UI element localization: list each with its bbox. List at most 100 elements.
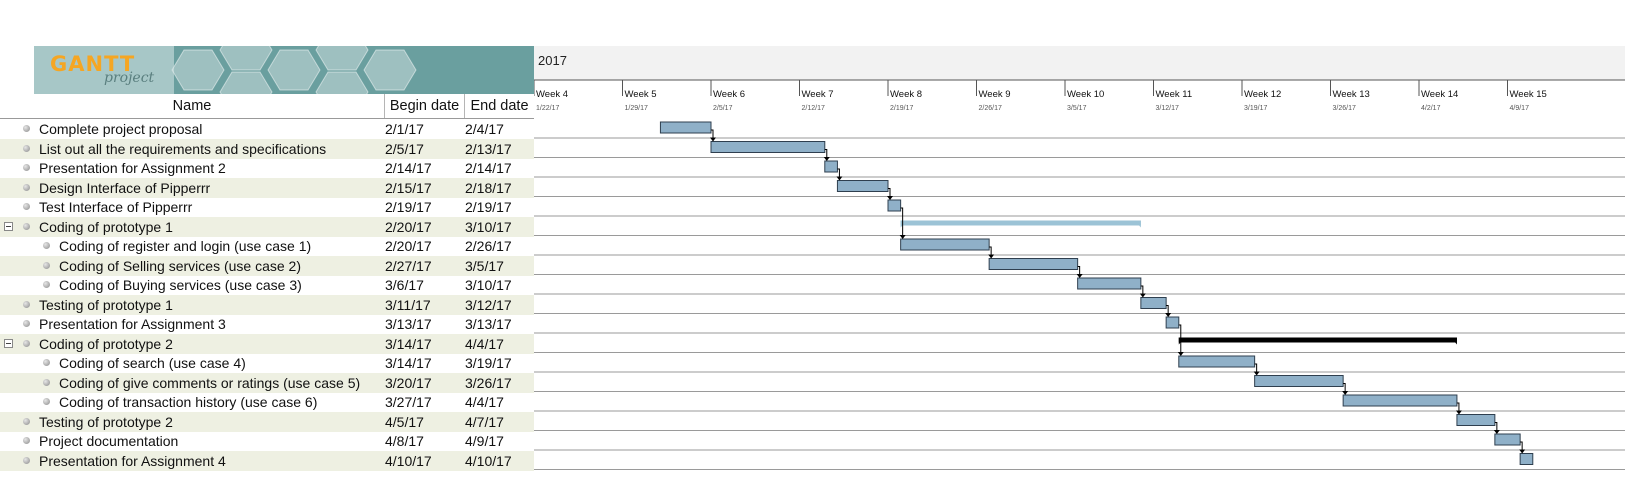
task-row[interactable]: Test Interface of Pipperrr 2/19/17 2/19/17 [0, 197, 534, 217]
week-label: Week 10 [1067, 89, 1104, 100]
dependency-arrowhead [1177, 352, 1184, 356]
dependency-arrowhead [1165, 313, 1172, 317]
task-bar [824, 160, 838, 173]
task-row[interactable]: Coding of prototype 2 3/14/17 4/4/17 [0, 333, 534, 354]
week-date-label: 3/19/17 [1244, 105, 1267, 112]
task-row[interactable]: Coding of Selling services (use case 2) 2… [0, 255, 534, 276]
week-date-label: 2/12/17 [802, 105, 825, 112]
dependency-arrow [711, 129, 714, 141]
task-begin-date: 2/19/17 [385, 199, 432, 215]
timeline-week-band [534, 80, 1625, 118]
task-name: Coding of prototype 2 [39, 335, 173, 352]
week-date-label: 4/9/17 [1510, 105, 1530, 112]
dependency-arrow [989, 246, 992, 258]
task-name: Coding of Selling services (use case 2) [59, 257, 302, 274]
task-begin-date: 2/14/17 [385, 160, 432, 176]
week-label: Week 8 [890, 89, 922, 100]
collapse-toggle-icon[interactable] [4, 338, 13, 348]
task-row[interactable]: Presentation for Assignment 3 3/13/17 3/13… [0, 314, 534, 334]
task-row[interactable]: Complete project proposal 2/1/17 2/4/17 [0, 119, 534, 139]
task-row[interactable]: Coding of give comments or ratings (use … [0, 372, 534, 393]
week-label: Week 11 [1156, 89, 1193, 100]
task-bullet-icon [23, 125, 30, 132]
task-begin-date: 2/1/17 [385, 121, 424, 137]
task-name: List out all the requirements and specif… [39, 140, 327, 157]
dependency-arrow [1343, 383, 1346, 394]
collapse-toggle-icon[interactable] [4, 221, 13, 231]
task-bar [1178, 355, 1256, 368]
dependency-arrow [837, 168, 840, 180]
dependency-arrowhead [899, 235, 906, 239]
task-begin-date: 3/14/17 [385, 355, 432, 371]
task-begin-date: 2/20/17 [385, 238, 432, 254]
task-row[interactable]: Coding of prototype 1 2/20/17 3/10/17 [0, 216, 534, 237]
task-row[interactable]: Design Interface of Pipperrr 2/15/17 2/18/… [0, 177, 534, 198]
column-header-end-date[interactable]: End date [470, 98, 529, 114]
dependency-arrowhead [1076, 274, 1083, 278]
task-row[interactable]: Coding of register and login (use case 1… [0, 236, 534, 256]
task-row[interactable]: Project documentation 4/8/17 4/9/17 [0, 431, 534, 451]
task-row[interactable]: Presentation for Assignment 4 4/10/17 4/10… [0, 450, 534, 471]
logo-brand-text: GANTT [50, 52, 136, 76]
task-bar [710, 141, 826, 153]
task-end-date: 2/26/17 [465, 238, 512, 254]
task-row[interactable]: Testing of prototype 1 3/11/17 3/12/17 [0, 294, 534, 315]
task-name: Testing of prototype 1 [39, 296, 173, 313]
task-end-date: 4/4/17 [465, 335, 504, 352]
column-header-begin-date[interactable]: Begin date [385, 94, 465, 118]
year-label: 2017 [538, 53, 567, 68]
task-bullet-icon [43, 261, 50, 269]
task-row[interactable]: Coding of Buying services (use case 3) 3/… [0, 275, 534, 295]
task-end-date: 4/9/17 [465, 433, 504, 449]
task-row[interactable]: Coding of transaction history (use case … [0, 392, 534, 412]
task-bullet-icon [43, 242, 50, 249]
week-date-label: 2/5/17 [713, 105, 733, 112]
task-begin-date: 4/5/17 [385, 413, 424, 430]
week-label: Week 5 [625, 89, 657, 100]
week-label: Week 14 [1421, 89, 1458, 100]
task-bar [836, 180, 889, 192]
column-header-name[interactable]: Name [0, 94, 385, 118]
summary-bar [1178, 337, 1457, 343]
task-row[interactable]: Presentation for Assignment 2 2/14/17 2/14… [0, 158, 534, 178]
task-row[interactable]: Coding of search (use case 4) 3/14/17 3/19… [0, 353, 534, 373]
week-label: Week 9 [979, 89, 1011, 100]
task-row[interactable]: List out all the requirements and specif… [0, 138, 534, 159]
dependency-arrowhead [1493, 430, 1500, 434]
task-end-date: 4/4/17 [465, 394, 504, 410]
task-bar [1519, 453, 1534, 465]
task-begin-date: 2/27/17 [385, 257, 432, 274]
task-bar [1456, 414, 1496, 426]
dependency-arrow [1077, 266, 1081, 277]
task-name: Coding of search (use case 4) [59, 355, 246, 371]
dependency-arrowhead [836, 176, 843, 181]
dependency-arrowhead [1342, 391, 1349, 395]
dependency-arrow [1166, 305, 1169, 316]
task-name: Coding of prototype 1 [39, 218, 173, 235]
hexagon-pattern [34, 46, 417, 94]
dependency-arrowhead [1139, 293, 1146, 298]
task-end-date: 2/4/17 [465, 121, 504, 137]
task-row[interactable]: Testing of prototype 2 4/5/17 4/7/17 [0, 411, 534, 432]
task-end-date: 2/14/17 [465, 160, 512, 176]
task-bullet-icon [23, 203, 30, 210]
task-name: Presentation for Assignment 4 [39, 452, 226, 469]
task-bullet-icon [23, 320, 30, 327]
dependency-arrow [1494, 422, 1498, 433]
task-bar [887, 199, 902, 212]
task-bar [1254, 375, 1344, 387]
task-bullet-icon [23, 183, 30, 191]
task-name: Coding of Buying services (use case 3) [59, 277, 302, 293]
task-bar [1165, 316, 1180, 329]
task-bar [1494, 433, 1521, 446]
week-label: Week 6 [713, 89, 745, 100]
task-name: Presentation for Assignment 2 [39, 160, 226, 176]
dependency-arrowhead [887, 196, 893, 200]
dependency-arrowhead [710, 137, 716, 142]
task-end-date: 3/10/17 [465, 218, 512, 235]
task-end-date: 3/10/17 [465, 277, 512, 293]
task-table-header: Name Begin date End date [0, 94, 534, 119]
summary-bar-start-cap [900, 220, 907, 228]
task-begin-date: 4/8/17 [385, 433, 424, 449]
week-label: Week 7 [802, 89, 834, 100]
